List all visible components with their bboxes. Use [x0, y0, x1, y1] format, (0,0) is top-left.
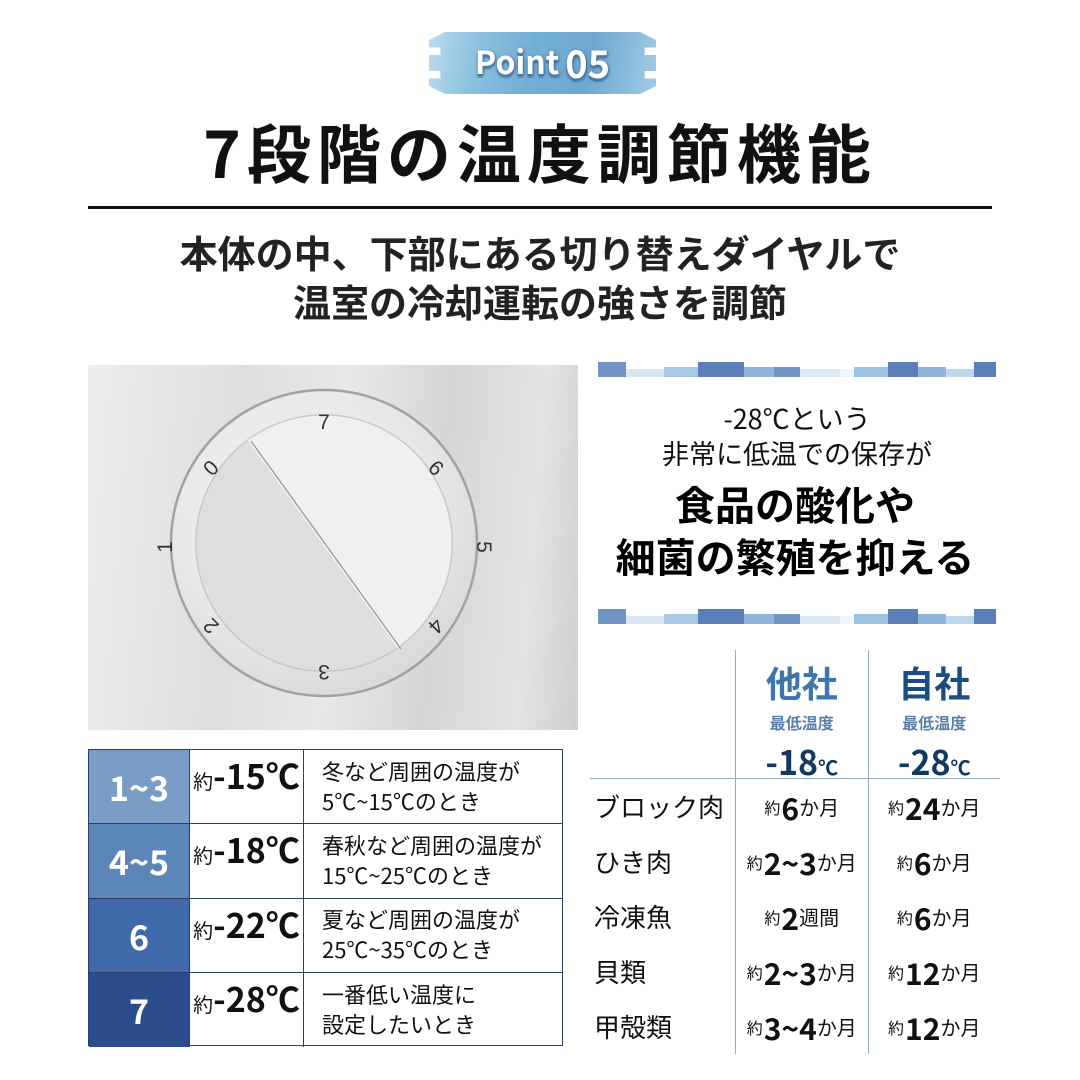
svg-text:5: 5 — [472, 541, 495, 553]
svg-text:3: 3 — [318, 660, 330, 683]
svg-text:1: 1 — [154, 541, 177, 553]
svg-text:7: 7 — [318, 411, 330, 434]
